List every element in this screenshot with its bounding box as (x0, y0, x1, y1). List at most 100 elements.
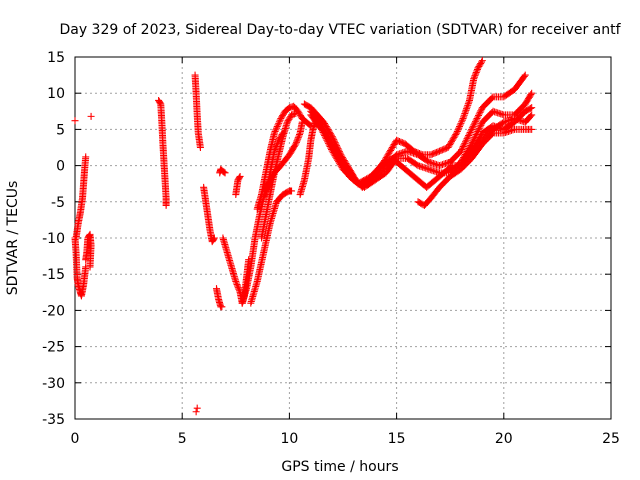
data-point (253, 250, 267, 285)
data-point (86, 263, 94, 271)
data-point (247, 236, 259, 271)
x-tick-label: 25 (602, 431, 620, 447)
data-point (521, 112, 535, 126)
x-tick-label: 5 (178, 431, 187, 447)
series-arc-20 (311, 104, 536, 191)
series-arc-4 (155, 96, 170, 209)
chart-title: Day 329 of 2023, Sidereal Day-to-day VTE… (59, 22, 621, 38)
data-point (296, 178, 308, 199)
y-tick-label: 0 (56, 159, 65, 175)
y-axis-label: SDTVAR / TECUs (5, 181, 21, 296)
data-point (453, 116, 466, 137)
series-arc-12 (247, 187, 296, 307)
x-tick-label: 20 (495, 431, 513, 447)
data-point (360, 177, 378, 191)
data-point (435, 144, 451, 155)
series-arc-7 (213, 285, 226, 311)
series-arc-3 (82, 230, 95, 271)
data-points (71, 57, 536, 416)
data-point (320, 118, 335, 139)
data-point (288, 110, 298, 119)
data-point (82, 153, 90, 161)
data-point (279, 188, 292, 199)
data-point (444, 130, 460, 151)
data-point (478, 127, 496, 144)
series-arc-6 (200, 183, 218, 246)
data-point (279, 129, 287, 137)
data-point (160, 158, 169, 182)
data-point (298, 115, 309, 125)
data-point (159, 140, 168, 164)
axis-ticks: 0 5 10 15 20 25 -35 -30 -25 -20 -15 -10 -5 0 5 10 15 (42, 50, 620, 447)
y-tick-label: -5 (51, 195, 65, 211)
data-point (324, 133, 342, 161)
data-point (354, 173, 373, 188)
y-tick-label: -25 (42, 340, 65, 356)
y-tick-label: -15 (42, 267, 65, 283)
data-point (414, 151, 431, 165)
data-point (500, 86, 517, 101)
data-point (521, 91, 535, 108)
series-arc-10 (232, 172, 244, 199)
data-point (232, 277, 243, 295)
x-axis-label: GPS time / hours (281, 459, 398, 475)
data-point (218, 303, 226, 311)
series-arc-5 (191, 71, 204, 151)
data-point (371, 170, 389, 184)
data-point (251, 214, 263, 242)
data-point (435, 174, 453, 191)
data-point (260, 221, 274, 256)
data-point (403, 154, 421, 169)
data-point (200, 183, 210, 204)
data-point (405, 169, 421, 183)
y-tick-label: -20 (42, 303, 65, 319)
y-tick-label: -35 (42, 412, 65, 428)
data-point (285, 141, 299, 159)
data-point (478, 94, 496, 112)
data-point (223, 248, 235, 269)
data-point (521, 71, 529, 79)
data-point (328, 133, 344, 157)
data-point (446, 166, 464, 180)
data-point (202, 198, 212, 219)
data-point (457, 156, 474, 173)
data-point (266, 131, 278, 155)
series-arc-22 (468, 111, 536, 155)
data-point (305, 138, 315, 162)
data-point (266, 171, 278, 199)
data-point (427, 148, 442, 159)
series-arc-2 (72, 153, 90, 242)
data-point (219, 167, 228, 176)
data-point (465, 76, 477, 104)
data-point (393, 136, 408, 147)
series-arc-1 (71, 234, 90, 300)
data-point (521, 104, 534, 115)
data-point (420, 195, 434, 209)
data-point (459, 98, 473, 123)
data-point (228, 263, 239, 284)
series-arc-16 (296, 118, 319, 199)
data-point (427, 185, 442, 202)
data-point (431, 170, 447, 184)
data-point (262, 149, 274, 177)
data-point (221, 169, 229, 177)
y-tick-label: 15 (47, 50, 65, 66)
data-point (440, 163, 455, 177)
data-point (258, 214, 269, 242)
data-point (285, 103, 296, 112)
data-point (478, 109, 496, 126)
data-point (528, 111, 536, 119)
data-point (470, 65, 481, 83)
data-point (292, 131, 304, 148)
data-point (193, 111, 202, 135)
data-point (281, 105, 292, 115)
data-point (266, 199, 280, 228)
data-point (388, 154, 404, 169)
data-point (468, 105, 486, 133)
data-point (270, 138, 282, 155)
data-point (335, 154, 353, 179)
y-tick-label: 5 (56, 122, 65, 138)
data-point (300, 156, 312, 184)
series-arc-19 (307, 89, 536, 191)
